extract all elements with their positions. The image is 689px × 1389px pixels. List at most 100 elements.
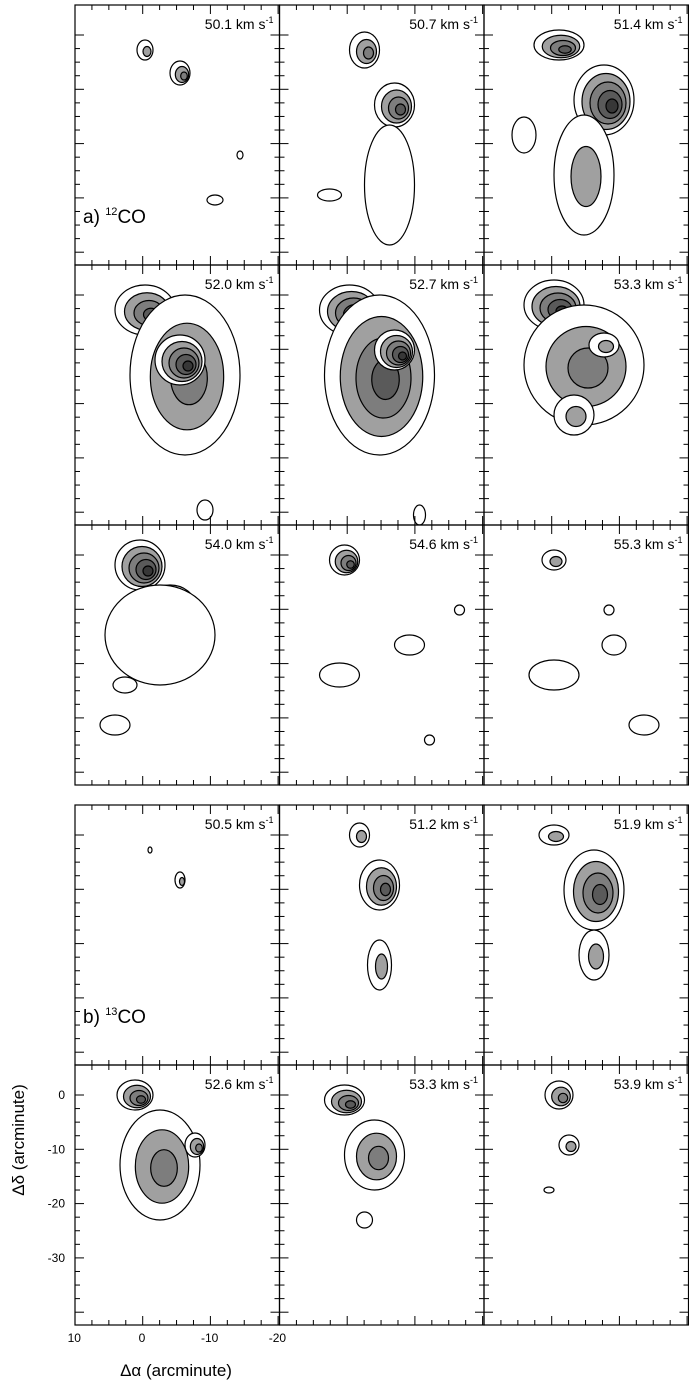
- channel-panel: 53.3 km s-1: [484, 265, 689, 525]
- exponent: -1: [265, 1075, 273, 1085]
- exponent: -1: [470, 15, 478, 25]
- contour: [357, 1212, 373, 1228]
- velocity: 50.7 km s: [409, 16, 470, 32]
- channel-panel: 52.6 km s-1: [75, 1065, 280, 1325]
- panel-label: b) 13CO: [83, 1006, 146, 1028]
- contour: [143, 566, 153, 576]
- contours: [512, 30, 634, 235]
- contours: [148, 847, 185, 888]
- contour: [148, 847, 152, 853]
- contour: [566, 407, 586, 427]
- contours: [350, 823, 400, 990]
- contours: [320, 545, 465, 745]
- channel-panel: 52.0 km s-1: [75, 265, 280, 525]
- contour: [455, 605, 465, 615]
- channel-panel: 55.3 km s-1: [484, 525, 689, 785]
- y-tick-label: -30: [48, 1251, 66, 1265]
- velocity: 54.6 km s: [409, 536, 470, 552]
- channel-panel: 53.3 km s-1: [280, 1065, 485, 1325]
- contour: [183, 361, 193, 371]
- panel-frame: [280, 1065, 485, 1325]
- x-tick-label: -20: [269, 1331, 287, 1345]
- contours: [539, 825, 624, 980]
- contour: [105, 585, 215, 685]
- exponent: -1: [674, 15, 682, 25]
- velocity-label: 54.0 km s-1: [205, 535, 274, 552]
- contour: [395, 635, 425, 655]
- panel-frame: [75, 5, 280, 265]
- contour: [381, 883, 391, 896]
- exponent: -1: [470, 815, 478, 825]
- velocity-label: 52.6 km s-1: [205, 1075, 274, 1092]
- channel-panel: 51.2 km s-1: [280, 805, 485, 1065]
- contour: [550, 557, 562, 567]
- panel-frame: [75, 805, 280, 1065]
- x-axis-title: Δα (arcminute): [120, 1361, 232, 1380]
- exponent: -1: [674, 815, 682, 825]
- contour: [602, 635, 626, 655]
- contour: [196, 1144, 203, 1152]
- velocity-label: 55.3 km s-1: [614, 535, 683, 552]
- velocity: 55.3 km s: [614, 536, 675, 552]
- velocity-label: 51.9 km s-1: [614, 815, 683, 832]
- contour: [100, 715, 130, 735]
- exponent: -1: [470, 535, 478, 545]
- velocity-label: 52.7 km s-1: [409, 275, 478, 292]
- contour: [369, 1146, 389, 1169]
- x-tick-label: 10: [68, 1331, 82, 1345]
- contours: [137, 40, 243, 205]
- contour: [347, 561, 355, 569]
- contour: [180, 878, 185, 886]
- channel-panel: 50.7 km s-1: [280, 5, 485, 265]
- panel-frame: [280, 525, 485, 785]
- label-prefix: a): [83, 207, 105, 228]
- contours: [100, 540, 215, 735]
- contour: [544, 1187, 554, 1193]
- contour: [589, 944, 604, 969]
- channel-panel: 53.9 km s-1: [484, 1065, 689, 1325]
- contours: [529, 550, 659, 735]
- contour: [346, 1101, 356, 1109]
- contour: [364, 47, 374, 59]
- y-axis-title: Δδ (arcminute): [9, 1084, 28, 1196]
- contour: [357, 831, 367, 843]
- channel-panel: 54.0 km s-1: [75, 525, 280, 785]
- contours: [320, 285, 435, 525]
- panel-frame: [484, 1065, 689, 1325]
- contours: [115, 285, 240, 520]
- contour: [593, 885, 608, 905]
- velocity: 52.0 km s: [205, 276, 266, 292]
- label-prefix: b): [83, 1007, 105, 1028]
- channel-panel: 50.5 km s-1: [75, 805, 280, 1065]
- contour: [318, 189, 342, 201]
- y-tick-label: 0: [58, 1088, 65, 1102]
- y-tick-label: -20: [48, 1197, 66, 1211]
- contour: [629, 715, 659, 735]
- contour: [151, 1150, 178, 1187]
- velocity: 52.6 km s: [205, 1076, 266, 1092]
- contour: [549, 832, 564, 842]
- exponent: -1: [674, 535, 682, 545]
- velocity: 51.2 km s: [409, 816, 470, 832]
- velocity: 50.5 km s: [205, 816, 266, 832]
- isotope: 13: [105, 1006, 117, 1018]
- panel-frame: [280, 805, 485, 1065]
- contours: [117, 1080, 205, 1220]
- contours: [544, 1081, 579, 1193]
- contour: [604, 605, 614, 615]
- velocity-label: 51.4 km s-1: [614, 15, 683, 32]
- contours: [325, 1085, 405, 1228]
- contour: [143, 47, 151, 57]
- contour: [207, 195, 223, 205]
- velocity: 53.9 km s: [614, 1076, 675, 1092]
- velocity-label: 50.1 km s-1: [205, 15, 274, 32]
- exponent: -1: [470, 1075, 478, 1085]
- channel-panel: 51.4 km s-1: [484, 5, 689, 265]
- contour: [399, 352, 407, 360]
- velocity: 51.4 km s: [614, 16, 675, 32]
- contour: [512, 117, 536, 153]
- panel-label: a) 12CO: [83, 206, 146, 228]
- panel-frame: [484, 525, 689, 785]
- velocity-label: 50.5 km s-1: [205, 815, 274, 832]
- velocity: 51.9 km s: [614, 816, 675, 832]
